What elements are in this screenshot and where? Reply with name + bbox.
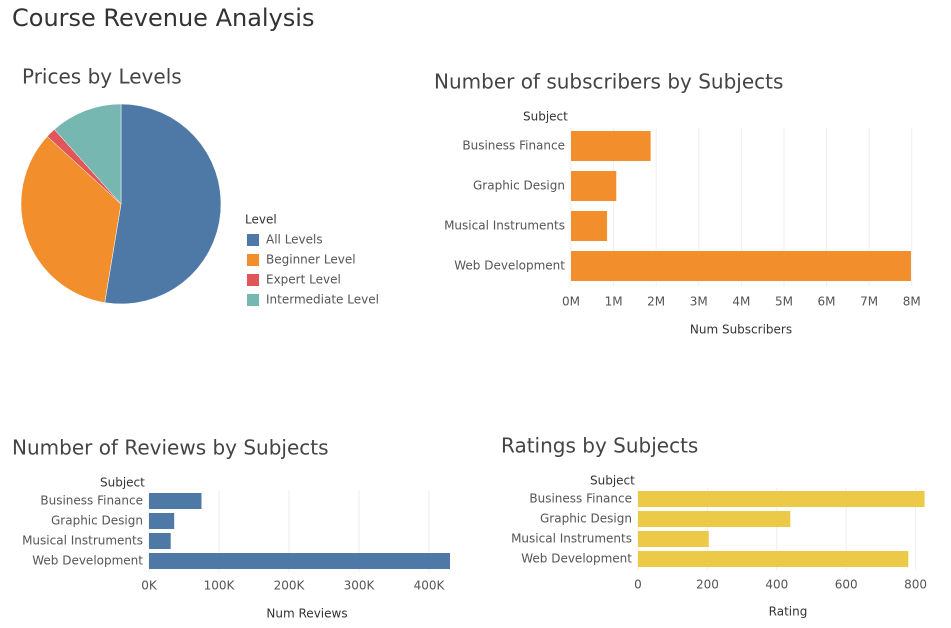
chart-title: Number of Reviews by Subjects xyxy=(12,436,329,460)
pie-slice xyxy=(20,136,122,303)
x-axis-label: Rating xyxy=(769,605,808,619)
x-tick-label: 0M xyxy=(562,295,580,309)
bar xyxy=(638,531,709,547)
legend-swatch xyxy=(247,274,259,286)
x-tick-label: 400K xyxy=(414,579,446,593)
x-tick-label: 200 xyxy=(696,578,719,592)
x-tick-label: 400 xyxy=(765,578,788,592)
chart-title: Prices by Levels xyxy=(22,65,182,89)
y-tick-label: Graphic Design xyxy=(540,512,632,526)
legend-label: Expert Level xyxy=(266,273,341,287)
x-tick-label: 8M xyxy=(903,295,921,309)
x-axis-label: Num Subscribers xyxy=(690,323,792,337)
category-header: Subject xyxy=(523,110,568,124)
chart-title: Ratings by Subjects xyxy=(501,434,698,458)
x-axis-label: Num Reviews xyxy=(266,607,347,621)
bar xyxy=(638,491,925,507)
pie-slice xyxy=(104,103,222,305)
y-tick-label: Graphic Design xyxy=(51,514,143,528)
x-tick-label: 800 xyxy=(904,578,927,592)
bar xyxy=(571,171,617,201)
y-tick-label: Web Development xyxy=(454,259,565,273)
bar xyxy=(571,211,608,241)
legend-swatch xyxy=(247,294,259,306)
x-tick-label: 100K xyxy=(204,579,236,593)
legend-swatch xyxy=(247,234,259,246)
bar xyxy=(638,511,791,527)
x-tick-label: 200K xyxy=(274,579,306,593)
legend-label: Beginner Level xyxy=(266,253,356,267)
y-tick-label: Musical Instruments xyxy=(22,534,143,548)
x-tick-label: 0K xyxy=(141,579,158,593)
category-header: Subject xyxy=(590,474,635,488)
x-tick-label: 300K xyxy=(344,579,376,593)
x-tick-label: 0 xyxy=(634,578,642,592)
bar xyxy=(149,513,175,529)
x-tick-label: 6M xyxy=(818,295,836,309)
category-header: Subject xyxy=(100,476,145,490)
x-tick-label: 5M xyxy=(775,295,793,309)
bar xyxy=(571,251,911,281)
pie-slice xyxy=(54,103,122,205)
x-tick-label: 600 xyxy=(835,578,858,592)
x-tick-label: 7M xyxy=(860,295,878,309)
bar xyxy=(149,553,450,569)
y-tick-label: Graphic Design xyxy=(473,179,565,193)
y-tick-label: Web Development xyxy=(521,552,632,566)
y-tick-label: Business Finance xyxy=(529,492,632,506)
x-tick-label: 1M xyxy=(605,295,623,309)
dashboard-title: Course Revenue Analysis xyxy=(12,4,314,32)
chart-title: Number of subscribers by Subjects xyxy=(434,70,783,94)
x-tick-label: 3M xyxy=(690,295,708,309)
y-tick-label: Business Finance xyxy=(462,139,565,153)
bar xyxy=(149,493,202,509)
legend-label: All Levels xyxy=(266,233,323,247)
x-tick-label: 4M xyxy=(732,295,750,309)
y-tick-label: Business Finance xyxy=(40,494,143,508)
bar xyxy=(638,551,909,567)
y-tick-label: Musical Instruments xyxy=(511,532,632,546)
legend-label: Intermediate Level xyxy=(266,293,379,307)
bar xyxy=(149,533,171,549)
y-tick-label: Musical Instruments xyxy=(444,219,565,233)
y-tick-label: Web Development xyxy=(32,554,143,568)
legend-swatch xyxy=(247,254,259,266)
bar xyxy=(571,131,651,161)
legend-title: Level xyxy=(245,213,277,227)
x-tick-label: 2M xyxy=(647,295,665,309)
